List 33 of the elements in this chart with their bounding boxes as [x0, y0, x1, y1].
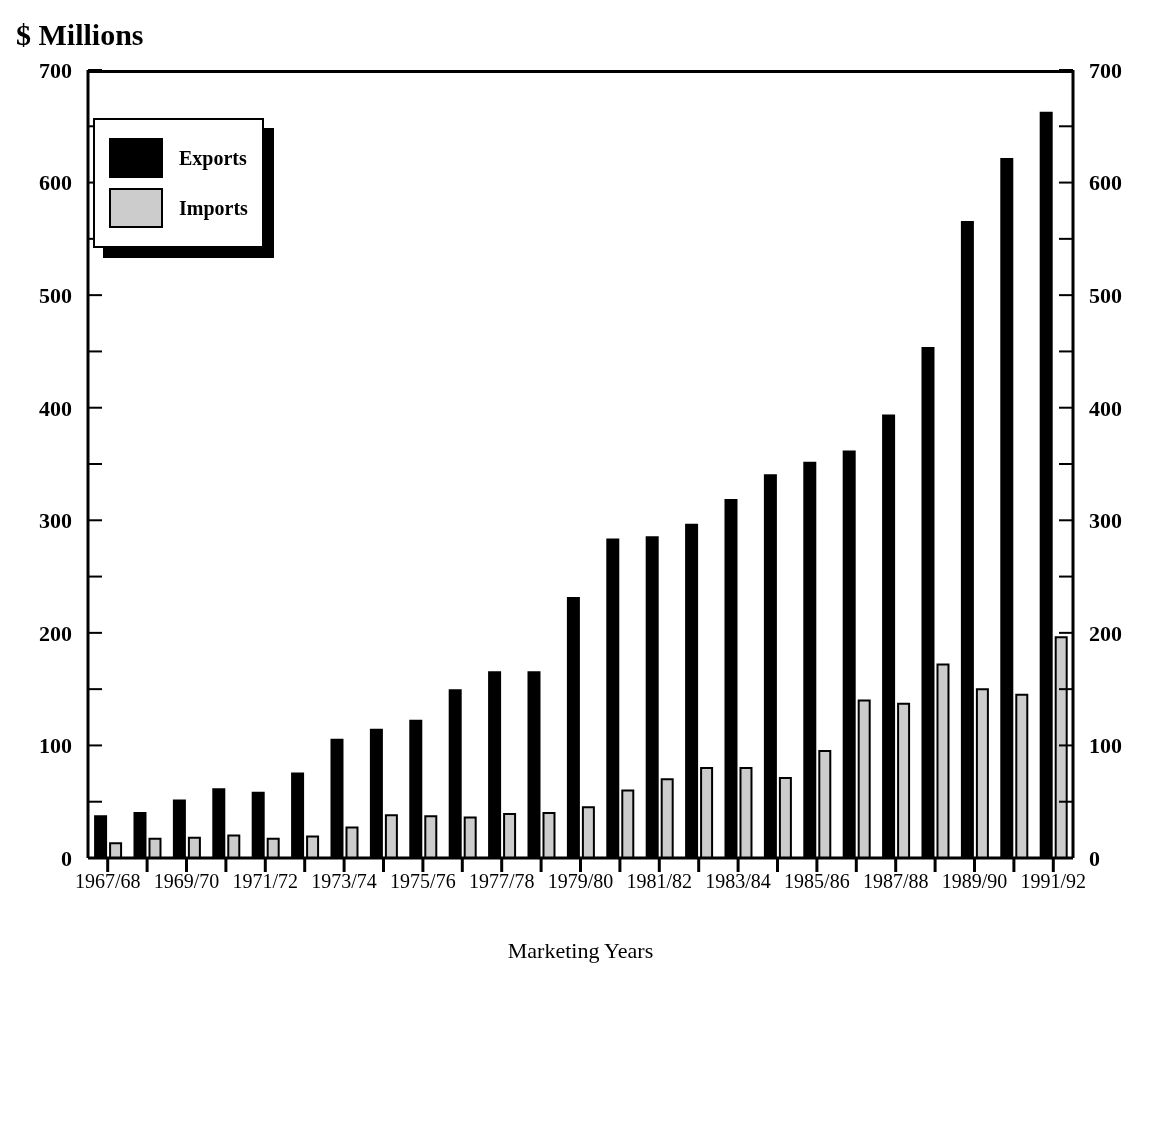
x-tick-label: 1981/82: [626, 870, 693, 893]
x-tick-label: 1975/76: [390, 870, 456, 893]
y-tick-label: 300: [39, 508, 72, 534]
legend-label: Exports: [179, 146, 247, 170]
x-axis-title: Marketing Years: [507, 938, 654, 963]
x-tick-label: 1991/92: [1020, 870, 1087, 893]
y2-tick-label: 700: [1089, 57, 1122, 83]
x-tick-label: 1989/90: [941, 870, 1008, 893]
x-tick-label: 1973/74: [311, 870, 377, 893]
x-tick-label: 1979/80: [547, 870, 614, 893]
y-tick-label: 500: [39, 282, 72, 308]
y2-tick-label: 0: [1089, 845, 1100, 871]
x-tick-label: 1971/72: [232, 870, 299, 893]
x-tick-label: 1969/70: [153, 870, 220, 893]
y2-tick-label: 200: [1089, 620, 1122, 646]
y2-tick-label: 100: [1089, 733, 1122, 759]
y-tick-label: 200: [39, 620, 72, 646]
x-tick-label: 1985/86: [784, 870, 850, 893]
x-tick-label: 1987/88: [862, 870, 929, 893]
y-tick-label: 400: [39, 395, 72, 421]
y2-tick-label: 300: [1089, 508, 1122, 534]
y2-tick-label: 600: [1089, 170, 1122, 196]
legend-label: Imports: [179, 196, 248, 220]
y-tick-label: 600: [39, 170, 72, 196]
y2-tick-label: 500: [1089, 282, 1122, 308]
y2-tick-label: 400: [1089, 395, 1122, 421]
y-tick-label: 0: [61, 845, 72, 871]
x-tick-label: 1967/68: [74, 870, 141, 893]
y-tick-label: 700: [39, 57, 72, 83]
y-tick-label: 100: [39, 733, 72, 759]
y-axis-title: $ Millions: [16, 18, 144, 52]
x-tick-label: 1977/78: [468, 870, 535, 893]
x-tick-label: 1983/84: [705, 870, 771, 893]
